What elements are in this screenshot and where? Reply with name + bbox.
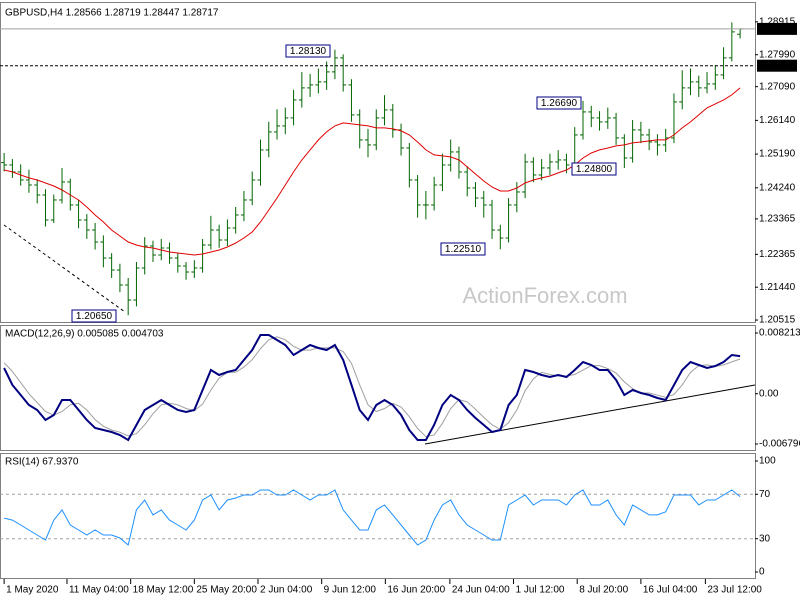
annotation: 1.20650 bbox=[76, 311, 113, 322]
y-tick-label: 1.25190 bbox=[759, 149, 796, 160]
annotation-box bbox=[285, 44, 331, 58]
series-line bbox=[3, 334, 741, 442]
annotation-box bbox=[571, 162, 617, 176]
y-tick-label: 1.22365 bbox=[759, 249, 796, 260]
x-tick-label: 11 May 04:00 bbox=[69, 585, 129, 596]
series-line bbox=[3, 336, 741, 438]
y-tick-label: 0 bbox=[759, 567, 765, 578]
x-tick-label: 18 May 12:00 bbox=[133, 585, 194, 596]
price-level-box bbox=[757, 59, 797, 72]
y-tick-label: 1.28915 bbox=[759, 17, 796, 28]
y-tick-label: 1.26140 bbox=[759, 115, 796, 126]
x-tick-label: 16 Jul 04:00 bbox=[643, 585, 698, 596]
annotation: 1.28130 bbox=[290, 46, 327, 57]
y-tick-label: -0.006796 bbox=[759, 439, 800, 450]
x-tick-label: 2 Jun 04:00 bbox=[260, 585, 313, 596]
x-tick-label: 8 Jul 20:00 bbox=[579, 585, 628, 596]
x-tick-label: 16 Jun 20:00 bbox=[387, 585, 445, 596]
annotation-box bbox=[440, 242, 486, 256]
annotation-box bbox=[71, 309, 117, 323]
y-tick-label: 100 bbox=[759, 456, 776, 467]
main-frame bbox=[0, 2, 756, 323]
macd-frame bbox=[0, 325, 756, 451]
y-tick-label: 30 bbox=[759, 533, 771, 544]
annotation: 1.22510 bbox=[445, 244, 482, 255]
moving-average bbox=[3, 87, 741, 256]
x-tick-label: 25 May 20:00 bbox=[196, 585, 257, 596]
y-tick-label: 1.20515 bbox=[759, 315, 796, 326]
y-tick-label: 0.00 bbox=[759, 388, 779, 399]
x-tick-label: 1 Jul 12:00 bbox=[516, 585, 565, 596]
price-level-box bbox=[757, 22, 797, 35]
price-level-label: 1.28717 bbox=[759, 24, 796, 35]
rsi-frame bbox=[0, 453, 756, 579]
panel-title: MACD(12,26,9) 0.005085 0.004703 bbox=[5, 329, 164, 340]
trend-line bbox=[3, 224, 126, 313]
macd-trend-line bbox=[424, 384, 756, 445]
y-tick-label: 1.21440 bbox=[759, 282, 796, 293]
price-level-label: 1.27680 bbox=[759, 60, 796, 71]
watermark: ActionForex.com bbox=[462, 283, 627, 308]
y-tick-label: 70 bbox=[759, 489, 771, 500]
x-tick-label: 9 Jun 12:00 bbox=[324, 585, 377, 596]
x-tick-label: 24 Jun 04:00 bbox=[452, 585, 510, 596]
series-line bbox=[3, 489, 741, 546]
annotation-box bbox=[536, 96, 582, 110]
panel-title: RSI(14) 67.9370 bbox=[5, 457, 79, 468]
y-tick-label: 1.27990 bbox=[759, 49, 796, 60]
x-tick-label: 1 May 2020 bbox=[6, 585, 59, 596]
panel-title: GBPUSD,H4 1.28566 1.28719 1.28447 1.2871… bbox=[5, 8, 219, 19]
annotation: 1.26690 bbox=[541, 98, 578, 109]
x-tick-label: 23 Jul 12:00 bbox=[707, 585, 762, 596]
y-tick-label: 0.008213 bbox=[759, 328, 800, 339]
y-tick-label: 1.27090 bbox=[759, 81, 796, 92]
y-tick-label: 1.24240 bbox=[759, 182, 796, 193]
annotation: 1.24800 bbox=[576, 164, 613, 175]
y-tick-label: 1.23365 bbox=[759, 214, 796, 225]
